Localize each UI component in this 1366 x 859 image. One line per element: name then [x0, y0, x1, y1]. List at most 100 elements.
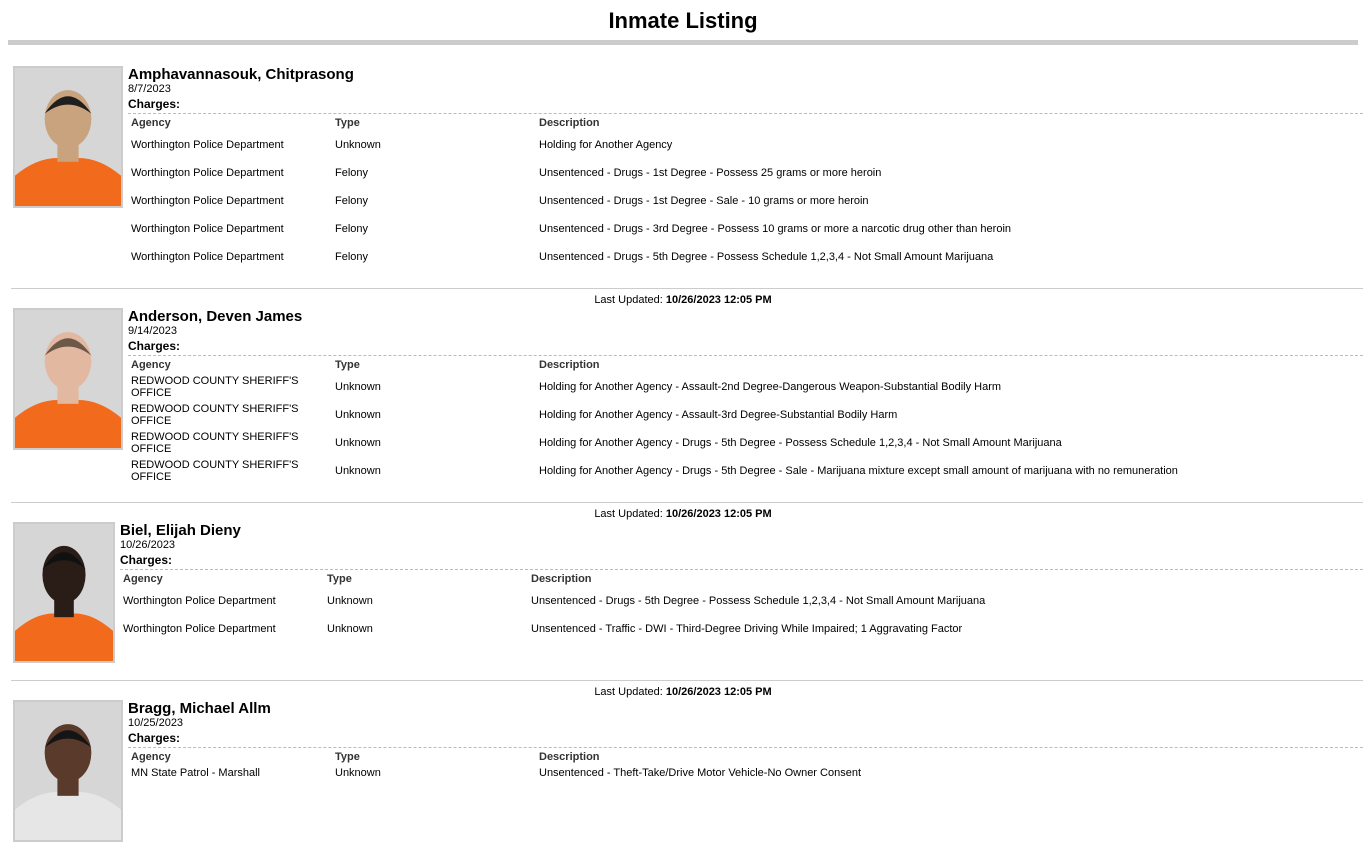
agency-header: Agency [131, 751, 171, 763]
description-header: Description [539, 359, 600, 371]
person-silhouette-icon [15, 524, 113, 661]
charges-table: Agency Type Description Worthington Poli… [120, 571, 988, 643]
charge-type: Unknown [327, 623, 373, 635]
booking-date: 8/7/2023 [128, 83, 171, 95]
charge-type: Unknown [335, 465, 381, 477]
charge-row: Worthington Police Department Felony Uns… [128, 243, 1014, 271]
booking-date: 9/14/2023 [128, 325, 177, 337]
charge-agency: Worthington Police Department [131, 195, 284, 207]
charge-row: Worthington Police Department Unknown Un… [120, 587, 988, 615]
person-silhouette-icon [15, 702, 121, 840]
inmate-record: Anderson, Deven James 9/14/2023 Charges:… [0, 308, 1366, 502]
description-header: Description [539, 117, 600, 129]
booking-date: 10/26/2023 [120, 539, 176, 551]
agency-header: Agency [131, 117, 171, 129]
last-updated-label: Last Updated: [594, 686, 663, 698]
charge-agency: REDWOOD COUNTY SHERIFF'S OFFICE [131, 431, 299, 455]
last-updated-value: 10/26/2023 12:05 PM [665, 686, 772, 698]
inmate-photo[interactable] [13, 522, 115, 663]
charge-agency: Worthington Police Department [123, 623, 276, 635]
last-updated: Last Updated: 10/26/2023 12:05 PM [0, 289, 1366, 308]
inmate-name[interactable]: Anderson, Deven James [128, 308, 303, 325]
inmate-name[interactable]: Bragg, Michael Allm [128, 700, 271, 717]
charge-type: Felony [335, 167, 369, 179]
agency-header: Agency [123, 573, 163, 585]
charge-type: Unknown [335, 409, 381, 421]
charge-description: Unsentenced - Drugs - 5th Degree - Posse… [539, 251, 994, 263]
description-header: Description [531, 573, 592, 585]
charge-agency: Worthington Police Department [131, 251, 284, 263]
charge-description: Holding for Another Agency - Drugs - 5th… [539, 437, 1062, 449]
inmate-name[interactable]: Amphavannasouk, Chitprasong [128, 66, 354, 83]
person-silhouette-icon [15, 68, 121, 206]
type-header: Type [335, 117, 360, 129]
charge-type: Unknown [335, 767, 381, 779]
charge-row: Worthington Police Department Unknown Ho… [128, 131, 1014, 159]
charges-table: Agency Type Description Worthington Poli… [128, 115, 1014, 271]
inmate-list: Amphavannasouk, Chitprasong 8/7/2023 Cha… [0, 45, 1366, 859]
charge-row: MN State Patrol - Marshall Unknown Unsen… [128, 765, 864, 781]
charge-agency: Worthington Police Department [123, 595, 276, 607]
last-updated-label: Last Updated: [594, 294, 663, 306]
last-updated: Last Updated: 10/26/2023 12:05 PM [0, 681, 1366, 700]
charge-description: Holding for Another Agency - Assault-3rd… [539, 409, 898, 421]
record-divider [11, 680, 1363, 681]
last-updated-value: 10/26/2023 12:05 PM [665, 508, 772, 520]
person-silhouette-icon [15, 310, 121, 448]
charge-description: Holding for Another Agency [539, 139, 673, 151]
charge-row: REDWOOD COUNTY SHERIFF'S OFFICE Unknown … [128, 457, 1181, 485]
agency-header: Agency [131, 359, 171, 371]
inmate-name[interactable]: Biel, Elijah Dieny [120, 522, 241, 539]
charges-label: Charges: [120, 552, 1363, 570]
charges-label: Charges: [128, 338, 1363, 356]
page-title: Inmate Listing [608, 8, 758, 33]
inmate-record: Biel, Elijah Dieny 10/26/2023 Charges: A… [0, 522, 1366, 680]
charge-description: Unsentenced - Drugs - 1st Degree - Posse… [539, 167, 882, 179]
charge-description: Holding for Another Agency - Drugs - 5th… [539, 465, 1178, 477]
inmate-record: Bragg, Michael Allm 10/25/2023 Charges: … [0, 700, 1366, 859]
last-updated-label: Last Updated: [594, 508, 663, 520]
charge-row: Worthington Police Department Unknown Un… [120, 615, 988, 643]
charges-header: Agency Type Description [128, 115, 1014, 131]
charge-row: REDWOOD COUNTY SHERIFF'S OFFICE Unknown … [128, 373, 1181, 401]
charges-table: Agency Type Description REDWOOD COUNTY S… [128, 357, 1181, 485]
charges-header: Agency Type Description [128, 749, 864, 765]
record-divider [11, 502, 1363, 503]
description-header: Description [539, 751, 600, 763]
inmate-record: Amphavannasouk, Chitprasong 8/7/2023 Cha… [0, 66, 1366, 288]
charge-agency: REDWOOD COUNTY SHERIFF'S OFFICE [131, 403, 299, 427]
inmate-photo[interactable] [13, 66, 123, 208]
charge-agency: MN State Patrol - Marshall [131, 767, 260, 779]
charges-header: Agency Type Description [120, 571, 988, 587]
charge-type: Unknown [327, 595, 373, 607]
inmate-photo[interactable] [13, 700, 123, 842]
charge-type: Felony [335, 223, 369, 235]
charges-header: Agency Type Description [128, 357, 1181, 373]
charge-agency: Worthington Police Department [131, 139, 284, 151]
inmate-photo[interactable] [13, 308, 123, 450]
charge-description: Unsentenced - Traffic - DWI - Third-Degr… [531, 623, 963, 635]
booking-date: 10/25/2023 [128, 717, 184, 729]
charge-row: Worthington Police Department Felony Uns… [128, 215, 1014, 243]
last-updated: Last Updated: 10/26/2023 12:05 PM [0, 503, 1366, 522]
charge-type: Felony [335, 195, 369, 207]
title-divider [8, 40, 1358, 45]
charge-agency: Worthington Police Department [131, 223, 284, 235]
charge-type: Felony [335, 251, 369, 263]
charge-row: REDWOOD COUNTY SHERIFF'S OFFICE Unknown … [128, 429, 1181, 457]
charge-row: Worthington Police Department Felony Uns… [128, 159, 1014, 187]
charge-description: Holding for Another Agency - Assault-2nd… [539, 381, 1002, 393]
charges-label: Charges: [128, 96, 1363, 114]
type-header: Type [335, 359, 360, 371]
charge-agency: REDWOOD COUNTY SHERIFF'S OFFICE [131, 375, 299, 399]
charge-row: REDWOOD COUNTY SHERIFF'S OFFICE Unknown … [128, 401, 1181, 429]
charge-description: Unsentenced - Drugs - 3rd Degree - Posse… [539, 223, 1012, 235]
charge-description: Unsentenced - Drugs - 1st Degree - Sale … [539, 195, 869, 207]
charge-description: Unsentenced - Drugs - 5th Degree - Posse… [531, 595, 986, 607]
record-divider [11, 288, 1363, 289]
type-header: Type [327, 573, 352, 585]
charge-description: Unsentenced - Theft-Take/Drive Motor Veh… [539, 767, 861, 779]
last-updated-value: 10/26/2023 12:05 PM [665, 294, 772, 306]
charge-type: Unknown [335, 381, 381, 393]
charge-agency: REDWOOD COUNTY SHERIFF'S OFFICE [131, 459, 299, 483]
